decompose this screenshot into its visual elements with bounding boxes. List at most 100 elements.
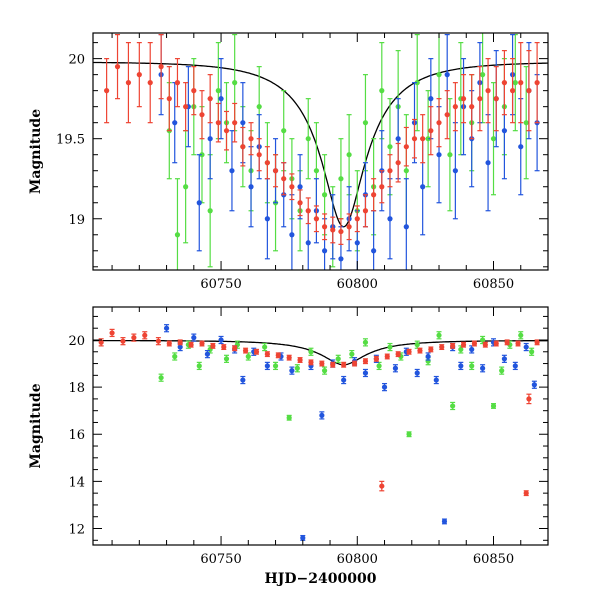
data-point: [264, 363, 270, 369]
data-point: [403, 144, 409, 150]
data-point: [142, 332, 148, 338]
data-point: [531, 382, 537, 388]
data-point: [384, 353, 390, 360]
data-point: [509, 88, 516, 94]
data-point: [460, 96, 467, 102]
data-point: [504, 339, 510, 345]
data-point: [523, 344, 529, 350]
data-point: [414, 342, 420, 348]
data-point: [305, 208, 311, 214]
data-point: [321, 192, 328, 198]
data-point: [204, 351, 211, 357]
data-point: [341, 377, 347, 383]
data-point: [286, 355, 292, 361]
data-point: [125, 80, 132, 86]
data-point: [308, 359, 314, 365]
data-point: [114, 64, 121, 70]
data-point: [264, 160, 270, 166]
data-point: [281, 176, 287, 182]
data-point: [523, 120, 529, 126]
data-point: [218, 96, 224, 102]
data-point: [414, 80, 420, 86]
data-point: [207, 96, 213, 102]
y-tick-label: 16: [68, 428, 85, 443]
data-point: [501, 128, 508, 134]
data-point: [441, 518, 448, 525]
data-point: [499, 368, 505, 374]
data-point: [297, 357, 303, 363]
data-point: [406, 431, 412, 437]
data-point: [395, 160, 401, 166]
data-point: [417, 347, 423, 354]
data-point: [131, 335, 137, 341]
data-point: [428, 96, 434, 102]
data-point: [428, 128, 434, 134]
data-point: [253, 349, 260, 355]
data-point: [104, 88, 110, 94]
data-point: [452, 168, 458, 174]
data-point: [351, 360, 358, 367]
data-point: [297, 200, 303, 206]
data-point: [458, 363, 464, 369]
data-point: [373, 356, 379, 362]
data-point: [501, 356, 508, 362]
data-point: [395, 351, 401, 357]
data-point: [240, 120, 246, 126]
data-point: [232, 345, 238, 351]
data-point: [447, 152, 453, 158]
data-point: [518, 144, 524, 150]
data-point: [289, 232, 295, 238]
data-point: [338, 256, 344, 262]
data-point: [232, 120, 238, 126]
data-point: [354, 216, 360, 222]
data-point: [458, 346, 464, 353]
data-point: [387, 168, 393, 174]
data-point: [289, 184, 295, 190]
y-tick-label: 18: [68, 381, 85, 396]
data-point: [362, 120, 369, 126]
data-point: [420, 184, 426, 190]
data-point: [411, 136, 418, 142]
data-point: [469, 346, 475, 353]
data-point: [362, 339, 369, 345]
data-point: [501, 80, 508, 86]
series-green: [166, 33, 529, 270]
data-point: [232, 80, 238, 86]
data-point: [109, 330, 115, 336]
plot-area: [93, 33, 548, 270]
series-green: [158, 331, 535, 438]
data-point: [272, 168, 279, 174]
data-point: [172, 353, 178, 360]
data-point: [172, 120, 178, 126]
data-point: [308, 349, 314, 355]
data-point: [158, 64, 164, 70]
data-point: [245, 353, 251, 360]
data-point: [163, 325, 170, 331]
data-point: [480, 72, 486, 78]
data-point: [177, 344, 183, 350]
y-tick-label: 20: [68, 334, 85, 349]
data-point: [450, 343, 456, 349]
data-point: [256, 152, 262, 158]
data-point: [526, 88, 532, 94]
data-point: [436, 152, 442, 158]
data-point: [120, 338, 126, 344]
x-tick-label: 60750: [200, 277, 241, 292]
data-point: [414, 370, 420, 376]
data-point: [490, 403, 497, 409]
data-point: [493, 96, 499, 102]
data-point: [319, 412, 325, 418]
data-point: [460, 342, 467, 348]
y-tick-label: 20: [68, 53, 85, 68]
data-point: [98, 339, 104, 345]
data-point: [469, 363, 475, 369]
data-point: [338, 228, 344, 235]
x-tick-label: 60800: [337, 277, 378, 292]
data-point: [379, 88, 385, 94]
data-point: [272, 363, 279, 369]
data-point: [518, 332, 524, 338]
data-point: [518, 80, 524, 86]
x-tick-label: 60850: [473, 552, 514, 567]
data-point: [534, 80, 540, 86]
data-point: [469, 104, 475, 110]
